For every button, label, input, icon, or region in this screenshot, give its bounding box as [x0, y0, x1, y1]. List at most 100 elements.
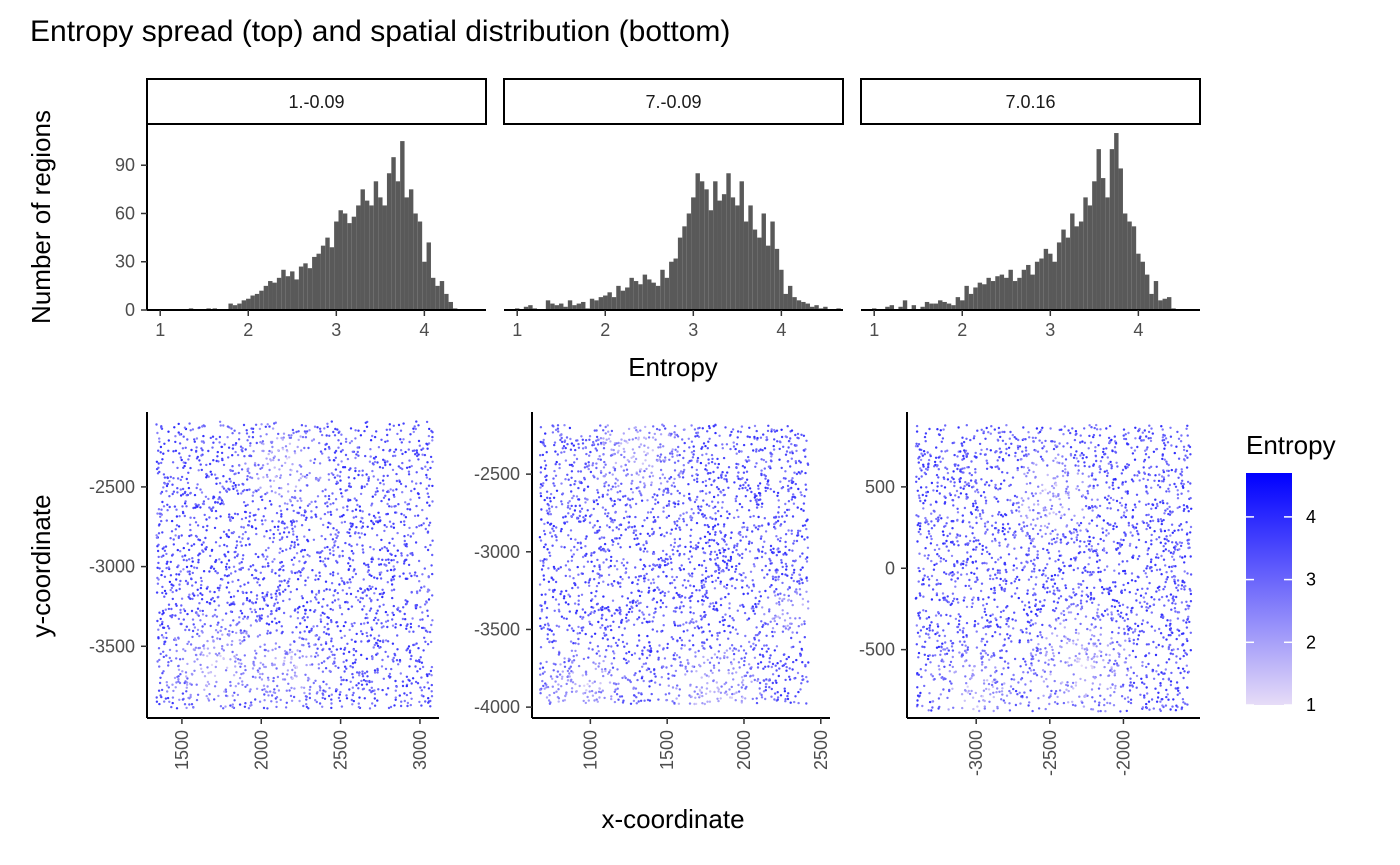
spatial-point — [166, 509, 169, 512]
y-tick-label: 0 — [125, 300, 135, 320]
spatial-point — [213, 685, 217, 688]
spatial-point — [179, 608, 182, 612]
spatial-point — [418, 660, 421, 663]
spatial-point — [354, 437, 357, 440]
spatial-point — [298, 650, 302, 653]
spatial-point — [266, 604, 269, 607]
spatial-point — [792, 502, 796, 505]
spatial-point — [270, 490, 274, 493]
spatial-point — [725, 480, 729, 483]
spatial-point — [687, 437, 690, 440]
spatial-point — [406, 600, 409, 603]
spatial-point — [324, 448, 327, 451]
spatial-point — [656, 586, 659, 589]
spatial-point — [769, 487, 772, 491]
spatial-point — [163, 575, 167, 578]
spatial-point — [240, 525, 243, 529]
spatial-point — [271, 568, 274, 572]
spatial-point — [584, 701, 587, 705]
spatial-point — [261, 688, 264, 692]
spatial-point — [410, 654, 413, 658]
spatial-point — [653, 672, 656, 676]
spatial-point — [297, 430, 300, 433]
spatial-point — [688, 648, 691, 651]
spatial-point — [713, 550, 717, 553]
spatial-point — [394, 511, 397, 514]
spatial-point — [310, 516, 313, 519]
spatial-point — [168, 648, 172, 652]
histogram-bar — [735, 205, 740, 310]
spatial-point — [197, 561, 200, 564]
spatial-point — [296, 499, 299, 503]
histogram-bar — [982, 284, 987, 310]
spatial-point — [359, 630, 363, 633]
spatial-point — [658, 455, 662, 459]
spatial-point — [429, 466, 432, 470]
spatial-point — [759, 494, 762, 497]
spatial-point — [261, 663, 265, 666]
spatial-point — [426, 630, 429, 633]
spatial-point — [325, 442, 328, 446]
spatial-point — [158, 437, 161, 440]
spatial-point — [197, 646, 200, 650]
spatial-point — [253, 461, 257, 465]
spatial-point — [606, 424, 609, 427]
spatial-point — [724, 474, 727, 477]
spatial-point — [546, 512, 549, 515]
spatial-point — [274, 491, 277, 494]
spatial-point — [641, 611, 644, 614]
spatial-point — [796, 531, 800, 535]
spatial-point — [169, 475, 172, 479]
spatial-point — [784, 562, 788, 566]
spatial-point — [657, 698, 660, 701]
spatial-point — [749, 570, 753, 573]
spatial-point — [682, 568, 686, 571]
spatial-point — [324, 502, 327, 505]
spatial-point — [742, 605, 745, 608]
spatial-point — [207, 475, 210, 478]
spatial-point — [167, 661, 170, 664]
spatial-point — [559, 566, 562, 569]
histogram-bar — [717, 200, 722, 310]
spatial-point — [261, 523, 264, 526]
spatial-point — [290, 434, 293, 437]
spatial-point — [214, 570, 217, 573]
histogram-bar — [699, 181, 705, 310]
histogram-bar — [770, 221, 775, 310]
spatial-point — [619, 585, 622, 588]
spatial-point — [664, 487, 667, 490]
spatial-point — [423, 453, 427, 457]
spatial-point — [595, 698, 598, 701]
spatial-point — [327, 694, 331, 698]
spatial-point — [603, 607, 607, 610]
spatial-point — [634, 672, 637, 675]
spatial-point — [251, 564, 255, 567]
spatial-point — [613, 700, 617, 704]
spatial-point — [282, 663, 285, 667]
spatial-point — [657, 446, 660, 449]
spatial-point — [553, 567, 556, 570]
histogram-bar — [386, 173, 392, 310]
spatial-point — [300, 514, 303, 517]
spatial-point — [633, 460, 636, 463]
spatial-point — [578, 631, 582, 635]
spatial-point — [420, 694, 424, 697]
spatial-point — [737, 515, 740, 519]
spatial-point — [305, 705, 309, 709]
spatial-point — [166, 503, 169, 506]
spatial-point — [172, 450, 175, 453]
spatial-point — [353, 621, 356, 625]
spatial-point — [274, 647, 277, 650]
spatial-point — [167, 686, 170, 689]
spatial-point — [651, 620, 654, 623]
spatial-point — [638, 657, 641, 660]
spatial-point — [696, 692, 699, 696]
spatial-point — [713, 587, 717, 590]
spatial-point — [740, 579, 743, 582]
spatial-point — [239, 631, 242, 634]
spatial-point — [400, 554, 403, 557]
spatial-point — [231, 485, 234, 488]
spatial-point — [689, 540, 692, 544]
spatial-point — [542, 561, 545, 564]
spatial-point — [193, 594, 196, 597]
